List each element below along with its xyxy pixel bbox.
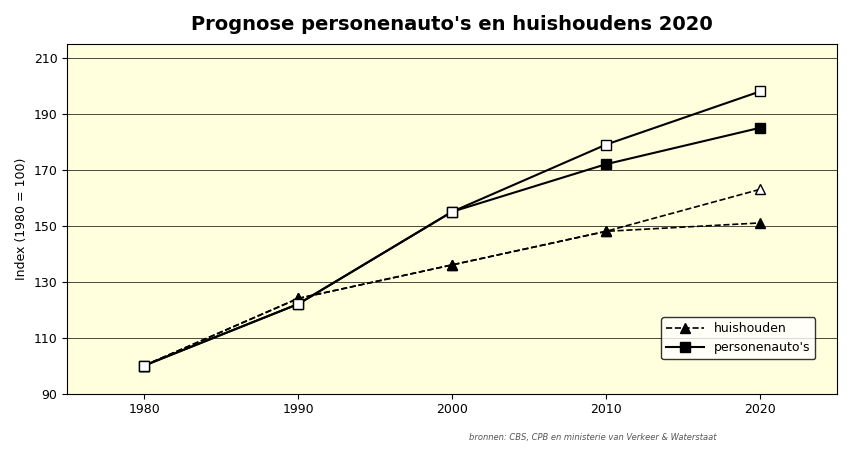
Y-axis label: Index (1980 = 100): Index (1980 = 100) bbox=[15, 158, 28, 280]
Text: bronnen: CBS, CPB en ministerie van Verkeer & Waterstaat: bronnen: CBS, CPB en ministerie van Verk… bbox=[469, 434, 716, 442]
Legend: huishouden, personenauto's: huishouden, personenauto's bbox=[661, 317, 815, 360]
Title: Prognose personenauto's en huishoudens 2020: Prognose personenauto's en huishoudens 2… bbox=[191, 15, 713, 34]
